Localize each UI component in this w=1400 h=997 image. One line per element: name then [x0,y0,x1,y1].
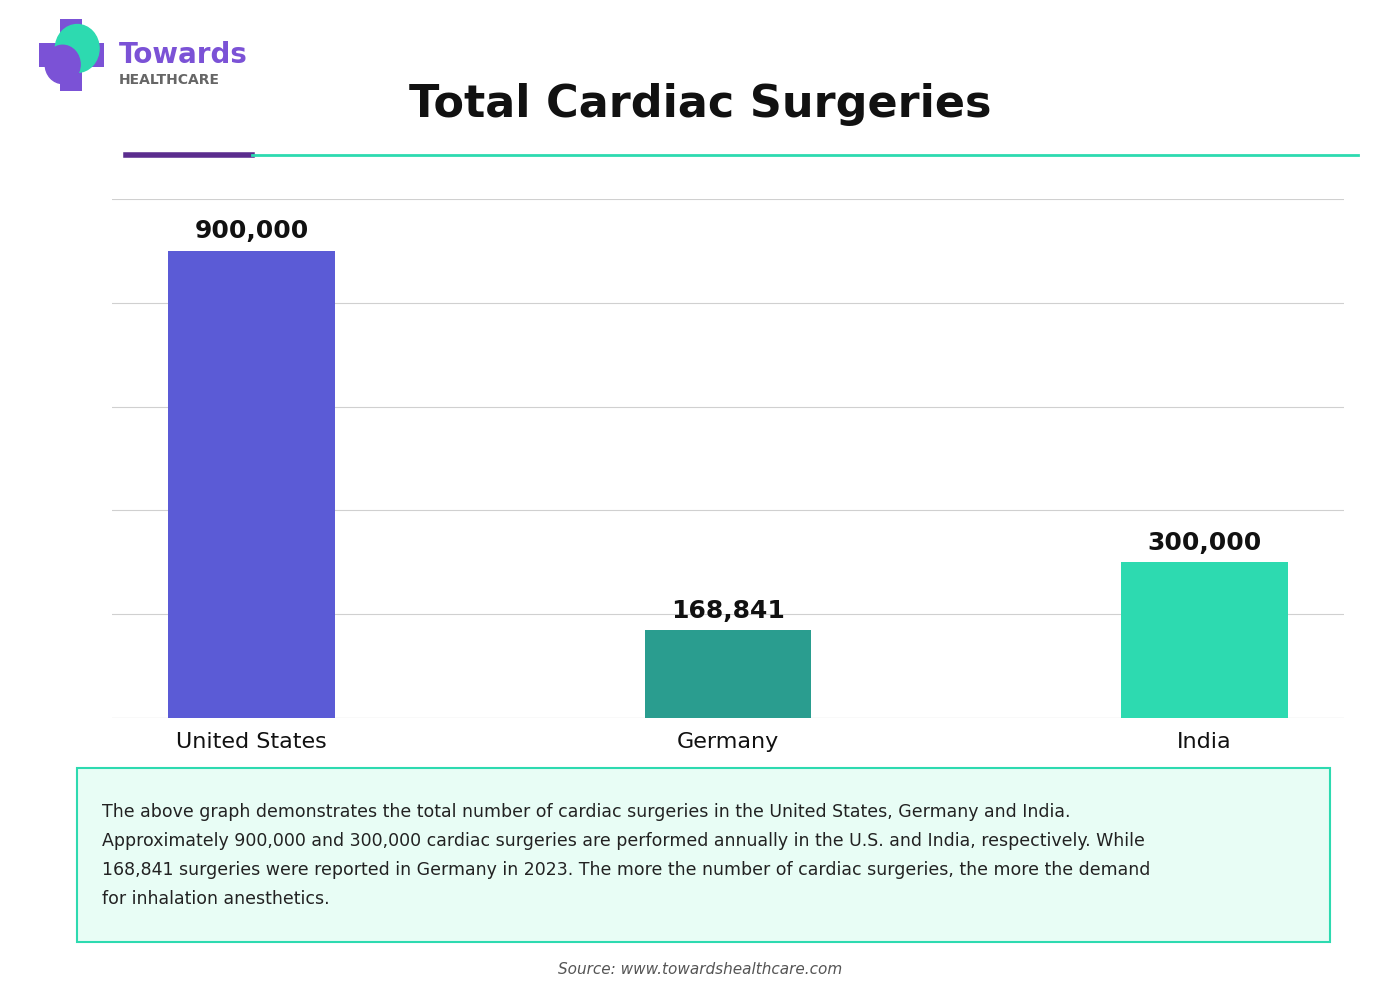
FancyBboxPatch shape [77,768,1330,942]
Bar [1121,562,1288,718]
Bar [644,630,812,718]
Text: 168,841: 168,841 [671,598,785,622]
Text: 300,000: 300,000 [1148,530,1261,554]
Text: HEALTHCARE: HEALTHCARE [119,73,220,87]
Text: Total Cardiac Surgeries: Total Cardiac Surgeries [409,83,991,127]
FancyBboxPatch shape [39,43,104,67]
Circle shape [56,25,99,73]
Text: Source: www.towardshealthcare.com: Source: www.towardshealthcare.com [557,961,843,977]
Bar [168,251,335,718]
FancyBboxPatch shape [60,19,83,91]
Text: 900,000: 900,000 [195,219,308,243]
Circle shape [45,45,80,84]
Text: Towards: Towards [119,41,248,69]
Text: The above graph demonstrates the total number of cardiac surgeries in the United: The above graph demonstrates the total n… [102,803,1151,908]
